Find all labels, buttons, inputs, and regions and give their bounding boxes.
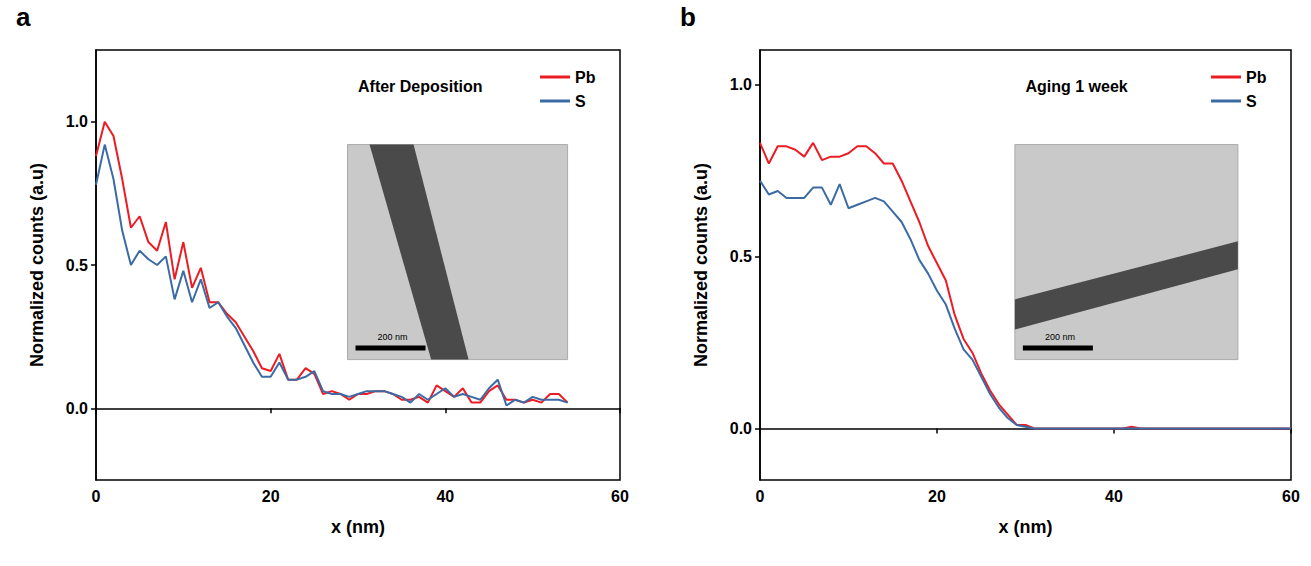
svg-text:60: 60: [1282, 488, 1300, 505]
svg-text:Pb: Pb: [1246, 69, 1267, 86]
svg-text:Normalized counts (a.u): Normalized counts (a.u): [27, 163, 47, 367]
svg-text:1.0: 1.0: [66, 113, 88, 130]
svg-text:0: 0: [92, 488, 101, 505]
svg-text:S: S: [575, 93, 586, 110]
svg-text:b: b: [680, 2, 696, 32]
svg-text:0: 0: [756, 488, 765, 505]
svg-text:x (nm): x (nm): [331, 517, 385, 537]
svg-text:0.5: 0.5: [730, 248, 752, 265]
svg-text:200 nm: 200 nm: [1045, 332, 1075, 342]
svg-text:200 nm: 200 nm: [378, 332, 408, 342]
svg-text:40: 40: [1105, 488, 1123, 505]
svg-text:After Deposition: After Deposition: [358, 78, 482, 95]
svg-text:Normalized counts (a.u): Normalized counts (a.u): [691, 163, 711, 367]
svg-text:Pb: Pb: [575, 69, 596, 86]
svg-text:1.0: 1.0: [730, 76, 752, 93]
svg-text:0.0: 0.0: [66, 400, 88, 417]
svg-text:Aging 1 week: Aging 1 week: [1026, 78, 1128, 95]
svg-text:20: 20: [928, 488, 946, 505]
svg-text:40: 40: [436, 488, 454, 505]
svg-text:0.5: 0.5: [66, 257, 88, 274]
svg-text:x (nm): x (nm): [999, 517, 1053, 537]
svg-text:0.0: 0.0: [730, 420, 752, 437]
svg-text:60: 60: [611, 488, 629, 505]
svg-text:20: 20: [262, 488, 280, 505]
svg-text:S: S: [1246, 93, 1257, 110]
svg-text:a: a: [16, 2, 31, 32]
